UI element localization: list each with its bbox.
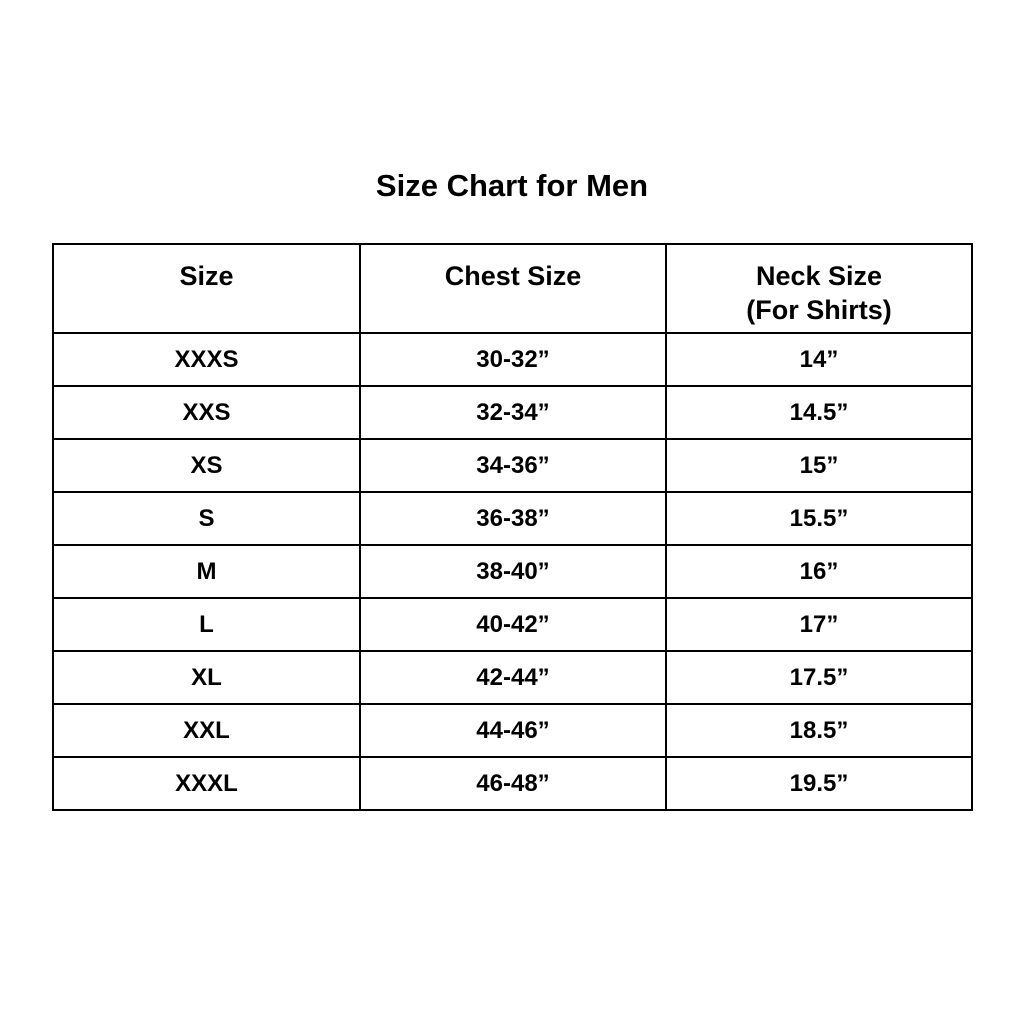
cell-chest: 42-44” [359, 650, 667, 705]
header-chest: Chest Size [359, 243, 667, 334]
cell-neck: 18.5” [665, 703, 973, 758]
header-size: Size [52, 243, 361, 334]
cell-size: XXXS [52, 332, 361, 387]
cell-neck: 16” [665, 544, 973, 599]
cell-neck: 17.5” [665, 650, 973, 705]
cell-chest: 34-36” [359, 438, 667, 493]
cell-neck: 19.5” [665, 756, 973, 811]
table-row: XS 34-36” 15” [52, 438, 973, 493]
cell-size: XXL [52, 703, 361, 758]
cell-neck: 14” [665, 332, 973, 387]
table-row: M 38-40” 16” [52, 544, 973, 599]
table-row: XXXL 46-48” 19.5” [52, 756, 973, 811]
cell-chest: 44-46” [359, 703, 667, 758]
cell-size: L [52, 597, 361, 652]
cell-size: XXXL [52, 756, 361, 811]
cell-neck: 14.5” [665, 385, 973, 440]
cell-size: S [52, 491, 361, 546]
header-neck: Neck Size (For Shirts) [665, 243, 973, 334]
table-row: XXS 32-34” 14.5” [52, 385, 973, 440]
header-row: Size Chest Size Neck Size (For Shirts) [52, 243, 973, 334]
table-row: S 36-38” 15.5” [52, 491, 973, 546]
cell-size: M [52, 544, 361, 599]
cell-chest: 32-34” [359, 385, 667, 440]
table-row: XL 42-44” 17.5” [52, 650, 973, 705]
cell-neck: 15” [665, 438, 973, 493]
header-neck-sub: (For Shirts) [746, 295, 892, 325]
cell-size: XL [52, 650, 361, 705]
cell-neck: 15.5” [665, 491, 973, 546]
cell-size: XS [52, 438, 361, 493]
page-title: Size Chart for Men [375, 168, 649, 203]
header-neck-label: Neck Size [755, 261, 883, 291]
table-row: L 40-42” 17” [52, 597, 973, 652]
cell-chest: 40-42” [359, 597, 667, 652]
cell-chest: 36-38” [359, 491, 667, 546]
table-row: XXXS 30-32” 14” [52, 332, 973, 387]
cell-chest: 38-40” [359, 544, 667, 599]
cell-size: XXS [52, 385, 361, 440]
cell-chest: 30-32” [359, 332, 667, 387]
table-row: XXL 44-46” 18.5” [52, 703, 973, 758]
cell-neck: 17” [665, 597, 973, 652]
cell-chest: 46-48” [359, 756, 667, 811]
size-table: Size Chest Size Neck Size (For Shirts) X… [52, 243, 973, 811]
